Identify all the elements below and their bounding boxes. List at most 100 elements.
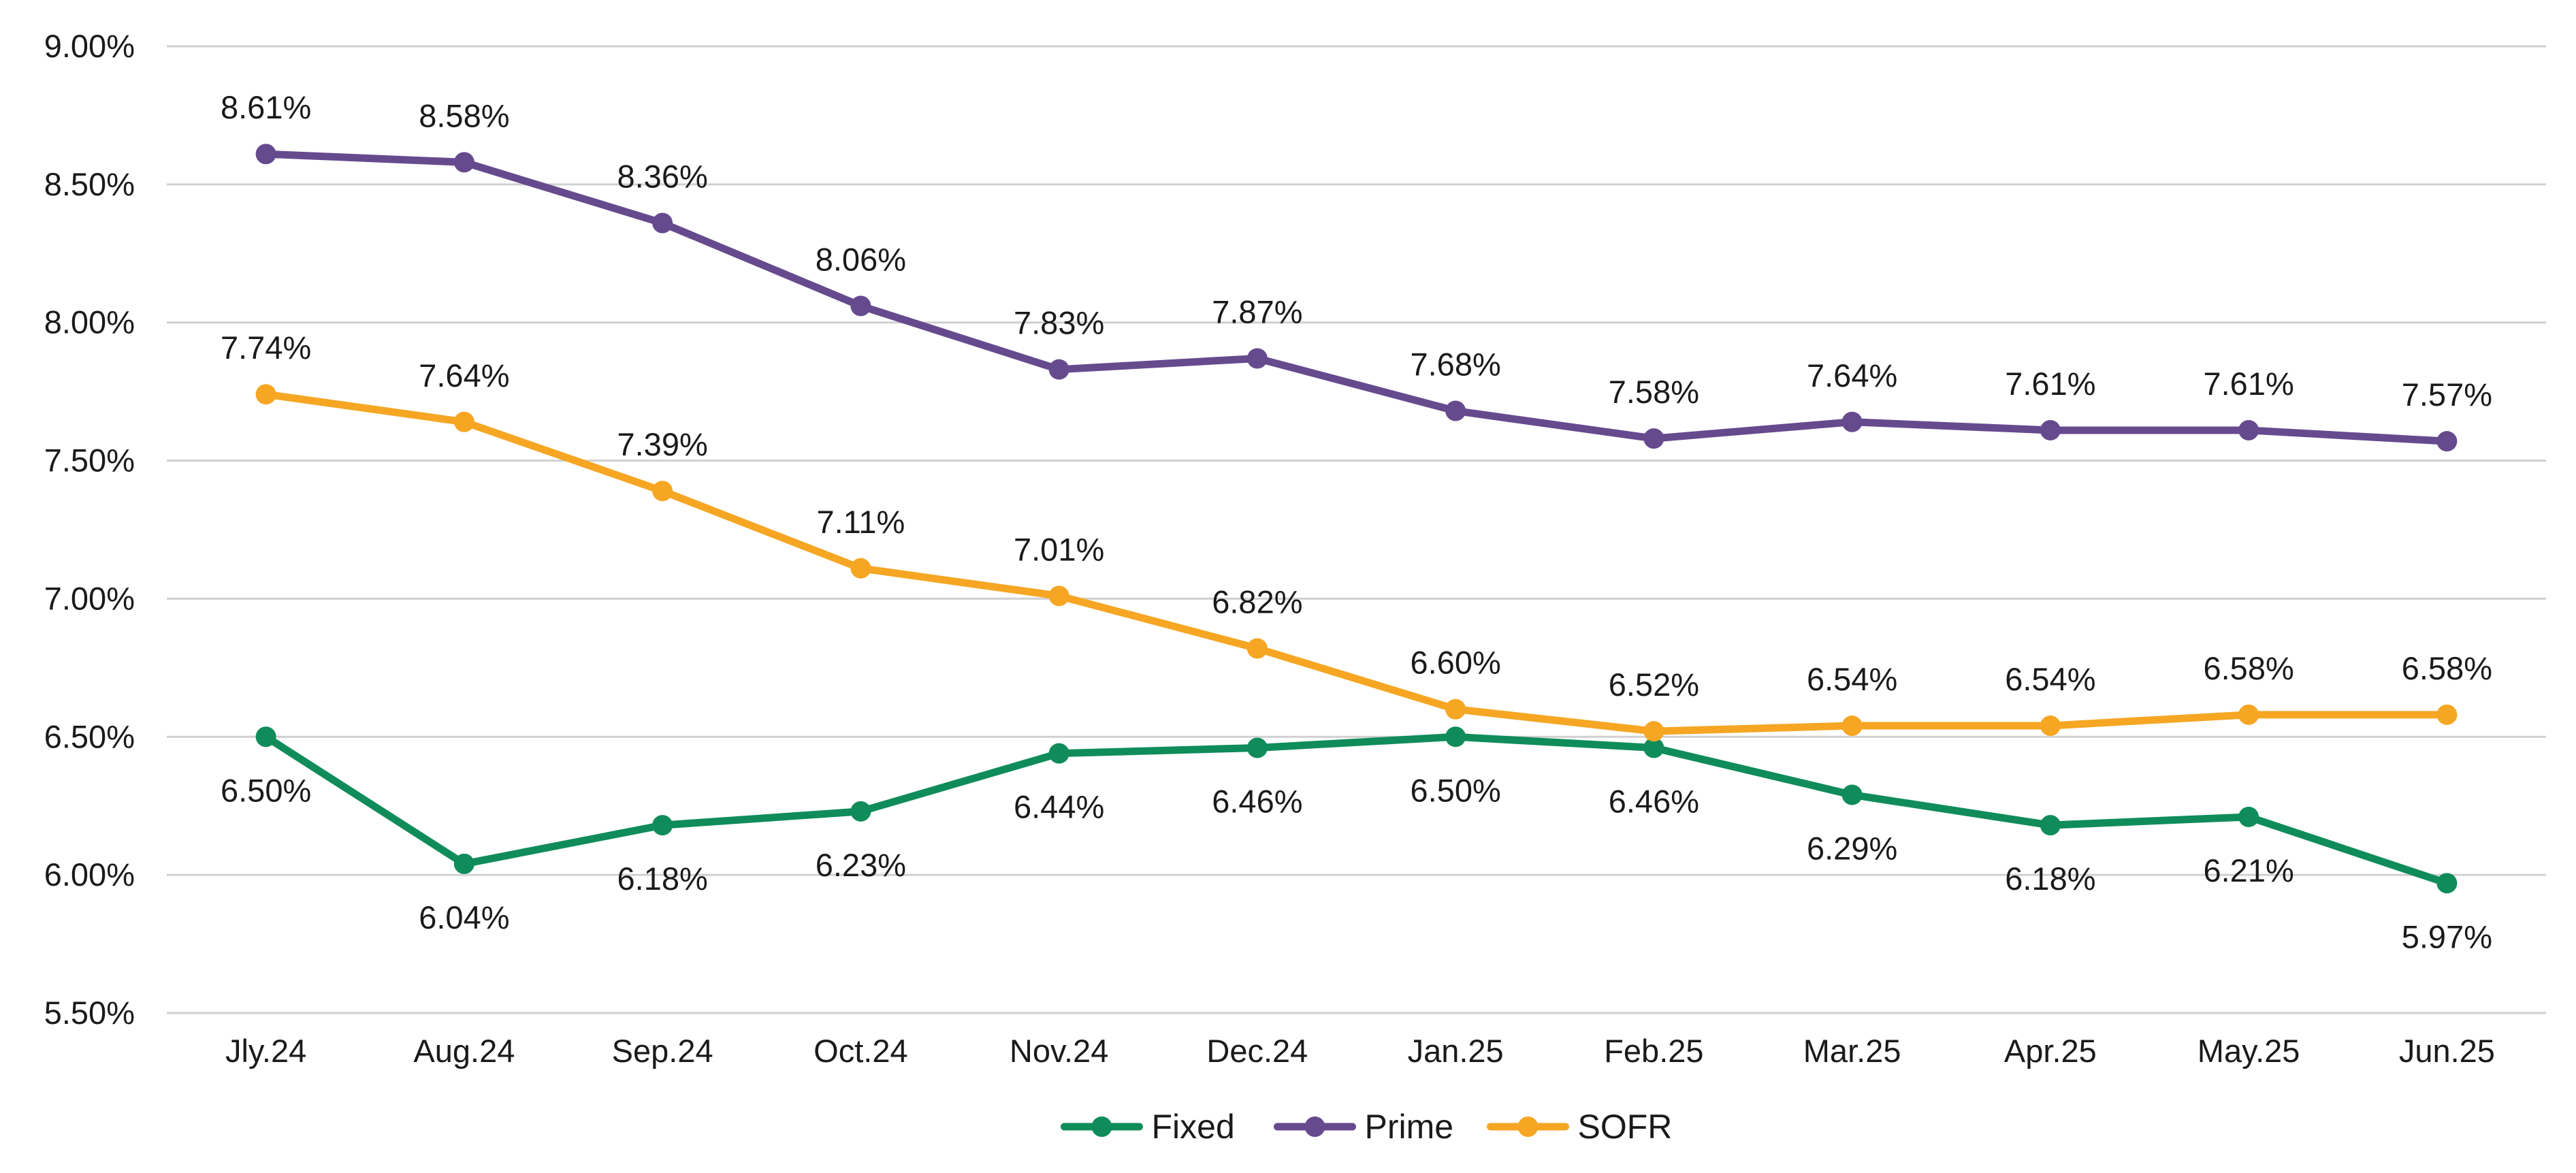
- data-point-prime: [2436, 431, 2458, 452]
- data-label-prime: 7.68%: [1410, 347, 1500, 383]
- data-label-fixed: 6.18%: [617, 861, 707, 897]
- data-label-sofr: 6.60%: [1410, 645, 1500, 681]
- legend-item-fixed: Fixed: [1061, 1108, 1235, 1146]
- series-line-prime: [262, 150, 2451, 445]
- x-tick-label: Aug.24: [413, 1033, 515, 1069]
- y-tick-label: 8.00%: [44, 304, 135, 340]
- data-point-fixed: [1445, 726, 1466, 748]
- data-point-fixed: [255, 726, 276, 748]
- y-tick-label: 5.50%: [44, 995, 135, 1031]
- x-tick-label: Feb.25: [1604, 1033, 1703, 1069]
- y-tick-label: 7.50%: [44, 443, 135, 479]
- data-point-fixed: [1246, 737, 1268, 758]
- series-line-fixed: [262, 733, 2451, 887]
- data-point-prime: [652, 212, 673, 234]
- y-tick-label: 7.00%: [44, 580, 135, 616]
- data-label-sofr: 6.58%: [2402, 650, 2492, 686]
- legend-item-sofr: SOFR: [1487, 1108, 1673, 1146]
- data-point-prime: [850, 295, 871, 317]
- data-point-prime: [1445, 400, 1466, 421]
- data-label-prime: 8.58%: [419, 97, 509, 133]
- data-labels: 6.50% 6.04% 6.18% 6.23% 6.44% 6.46% 6.50% 6.46%…: [221, 89, 2492, 954]
- data-point-fixed: [652, 815, 673, 836]
- data-label-prime: 7.87%: [1212, 293, 1302, 330]
- series-line-sofr: [262, 390, 2451, 735]
- data-label-fixed: 6.21%: [2203, 852, 2293, 888]
- data-label-sofr: 6.54%: [1807, 661, 1897, 697]
- data-point-prime: [1246, 348, 1268, 369]
- data-point-sofr: [1643, 721, 1664, 742]
- x-tick-label: Jly.24: [225, 1033, 306, 1069]
- data-label-fixed: 6.04%: [419, 899, 509, 935]
- data-label-prime: 7.61%: [2203, 366, 2293, 402]
- legend-item-prime: Prime: [1274, 1108, 1454, 1146]
- y-axis-tick-labels: 5.50% 6.00% 6.50% 7.00% 7.50% 8.00% 8.50% 9.00%: [44, 28, 135, 1031]
- legend-marker-fixed: [1091, 1116, 1112, 1137]
- data-point-prime: [1841, 411, 1863, 432]
- data-label-fixed: 6.29%: [1807, 830, 1897, 866]
- data-label-prime: 7.61%: [2005, 366, 2095, 402]
- data-label-fixed: 6.50%: [1410, 772, 1500, 808]
- data-point-fixed: [1048, 743, 1069, 764]
- data-point-sofr: [2238, 704, 2259, 725]
- data-label-sofr: 7.39%: [617, 426, 707, 462]
- data-label-sofr: 7.74%: [221, 330, 311, 366]
- data-point-prime: [1643, 428, 1664, 449]
- x-tick-label: Mar.25: [1803, 1033, 1901, 1069]
- x-axis-tick-labels: Jly.24 Aug.24 Sep.24 Oct.24 Nov.24 Dec.24 Jan.…: [225, 1033, 2495, 1069]
- data-point-fixed: [2040, 815, 2061, 836]
- data-point-prime: [255, 144, 276, 165]
- data-point-prime: [1048, 359, 1069, 380]
- legend: Fixed Prime SOFR: [1061, 1108, 1673, 1146]
- data-point-sofr: [453, 411, 474, 432]
- data-label-fixed: 6.46%: [1212, 784, 1302, 820]
- x-tick-label: Apr.25: [2004, 1033, 2097, 1069]
- series-lines: [255, 144, 2458, 894]
- data-point-fixed: [1643, 737, 1664, 758]
- data-label-fixed: 5.97%: [2402, 918, 2492, 954]
- data-point-fixed: [2436, 873, 2458, 894]
- data-label-prime: 7.64%: [1807, 357, 1897, 393]
- series-fixed: [255, 726, 2458, 894]
- legend-label-prime: Prime: [1365, 1108, 1454, 1146]
- data-point-sofr: [1445, 698, 1466, 720]
- y-tick-label: 6.00%: [44, 856, 135, 893]
- data-label-sofr: 6.82%: [1212, 583, 1302, 620]
- data-point-prime: [453, 152, 474, 173]
- x-tick-label: Oct.24: [814, 1033, 907, 1069]
- data-label-fixed: 6.18%: [2005, 861, 2095, 897]
- data-point-sofr: [1048, 585, 1069, 607]
- data-point-fixed: [453, 853, 474, 874]
- data-label-prime: 7.83%: [1014, 305, 1104, 341]
- data-label-prime: 7.58%: [1609, 374, 1699, 410]
- data-label-sofr: 6.58%: [2203, 650, 2293, 686]
- series-sofr: [255, 384, 2458, 742]
- legend-label-fixed: Fixed: [1152, 1108, 1235, 1146]
- legend-marker-prime: [1304, 1116, 1325, 1137]
- y-tick-label: 6.50%: [44, 718, 135, 754]
- data-point-sofr: [2436, 704, 2458, 725]
- data-point-sofr: [652, 481, 673, 502]
- x-tick-label: Dec.24: [1206, 1033, 1308, 1069]
- series-prime: [255, 144, 2458, 452]
- data-label-prime: 8.06%: [816, 241, 906, 277]
- y-tick-label: 9.00%: [44, 28, 135, 64]
- data-label-prime: 7.57%: [2402, 376, 2492, 413]
- data-point-prime: [2238, 419, 2259, 440]
- data-point-sofr: [255, 384, 276, 405]
- data-point-sofr: [2040, 716, 2061, 737]
- data-point-sofr: [1841, 716, 1863, 737]
- data-point-prime: [2040, 419, 2061, 440]
- data-label-fixed: 6.46%: [1609, 784, 1699, 820]
- data-point-fixed: [2238, 806, 2259, 827]
- data-point-fixed: [1841, 784, 1863, 805]
- data-point-sofr: [1246, 638, 1268, 659]
- data-label-prime: 8.36%: [617, 159, 707, 195]
- data-point-fixed: [850, 801, 871, 822]
- data-label-fixed: 6.44%: [1014, 789, 1104, 825]
- x-tick-label: Nov.24: [1010, 1033, 1108, 1069]
- x-tick-label: Jan.25: [1408, 1033, 1504, 1069]
- legend-label-sofr: SOFR: [1578, 1108, 1673, 1146]
- data-label-sofr: 6.52%: [1609, 666, 1699, 703]
